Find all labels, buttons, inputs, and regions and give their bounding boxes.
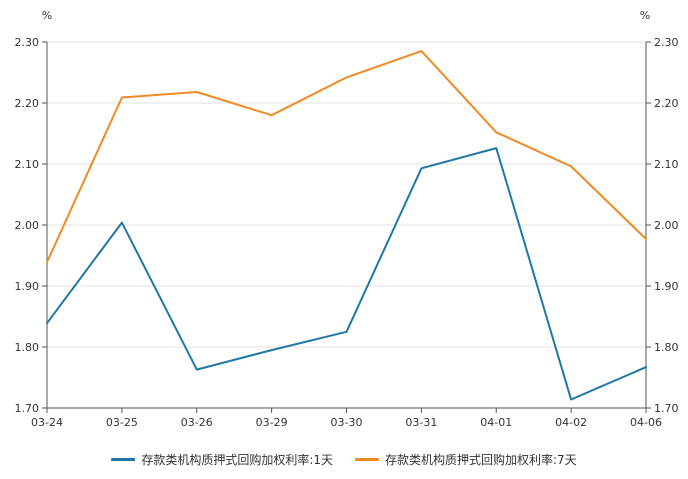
- y-tick-label-left: 2.10: [15, 158, 40, 171]
- y-tick-label-right: 2.20: [654, 97, 679, 110]
- y-tick-label-left: 2.20: [15, 97, 40, 110]
- axes: [42, 41, 651, 413]
- y-unit-right: %: [640, 9, 650, 22]
- data-point-series-2[interactable]: [119, 95, 124, 100]
- y-tick-label-right: 2.00: [654, 219, 679, 232]
- data-point-series-2[interactable]: [344, 75, 349, 80]
- y-tick-label-left: 1.90: [15, 280, 40, 293]
- legend-swatch-7d: [355, 457, 379, 461]
- grid-lines: [47, 41, 646, 409]
- y-tick-label-right: 2.30: [654, 36, 679, 49]
- legend-item-7d[interactable]: 存款类机构质押式回购加权利率:7天: [355, 451, 577, 468]
- x-tick-label: 03-25: [106, 416, 138, 429]
- legend: 存款类机构质押式回购加权利率:1天 存款类机构质押式回购加权利率:7天: [0, 449, 688, 469]
- y-tick-label-left: 2.00: [15, 219, 40, 232]
- legend-item-1d[interactable]: 存款类机构质押式回购加权利率:1天: [111, 451, 333, 468]
- y-tick-label-right: 1.80: [654, 341, 679, 354]
- x-tick-label: 03-29: [256, 416, 288, 429]
- data-point-series-2[interactable]: [45, 260, 50, 265]
- data-point-series-1[interactable]: [45, 321, 50, 326]
- data-point-series-1[interactable]: [569, 397, 574, 402]
- legend-label-7d: 存款类机构质押式回购加权利率:7天: [385, 452, 577, 467]
- legend-label-1d: 存款类机构质押式回购加权利率:1天: [141, 452, 333, 467]
- data-point-series-1[interactable]: [344, 329, 349, 334]
- data-point-series-1[interactable]: [419, 166, 424, 171]
- y-tick-label-right: 1.90: [654, 280, 679, 293]
- data-point-series-1[interactable]: [644, 365, 649, 370]
- data-point-series-2[interactable]: [569, 164, 574, 169]
- data-point-series-1[interactable]: [194, 367, 199, 372]
- data-point-series-2[interactable]: [419, 49, 424, 54]
- tick-labels: 1.70 1.70 1.80 1.80 1.90 1.90 2.00 2.00 2.10 2.10…: [15, 9, 679, 429]
- y-tick-label-left: 1.70: [15, 402, 40, 415]
- series-lines: [45, 49, 649, 402]
- data-point-series-1[interactable]: [494, 146, 499, 151]
- y-tick-label-left: 2.30: [15, 36, 40, 49]
- x-tick-label: 03-26: [181, 416, 213, 429]
- y-tick-label-right: 1.70: [654, 402, 679, 415]
- x-tick-label: 03-31: [405, 416, 437, 429]
- x-tick-label: 04-02: [555, 416, 587, 429]
- data-point-series-2[interactable]: [269, 113, 274, 118]
- x-tick-label: 03-24: [31, 416, 63, 429]
- y-unit-left: %: [42, 9, 52, 22]
- x-tick-label: 04-06: [630, 416, 662, 429]
- y-tick-label-left: 1.80: [15, 341, 40, 354]
- series-line-2[interactable]: [46, 50, 647, 264]
- data-point-series-2[interactable]: [644, 237, 649, 242]
- x-tick-label: 03-30: [331, 416, 363, 429]
- data-point-series-2[interactable]: [194, 90, 199, 95]
- data-point-series-1[interactable]: [119, 220, 124, 225]
- x-tick-label: 04-01: [480, 416, 512, 429]
- legend-swatch-1d: [111, 457, 136, 461]
- series-line-1[interactable]: [46, 147, 647, 401]
- y-tick-label-right: 2.10: [654, 158, 679, 171]
- data-point-series-2[interactable]: [494, 130, 499, 135]
- data-point-series-1[interactable]: [269, 348, 274, 353]
